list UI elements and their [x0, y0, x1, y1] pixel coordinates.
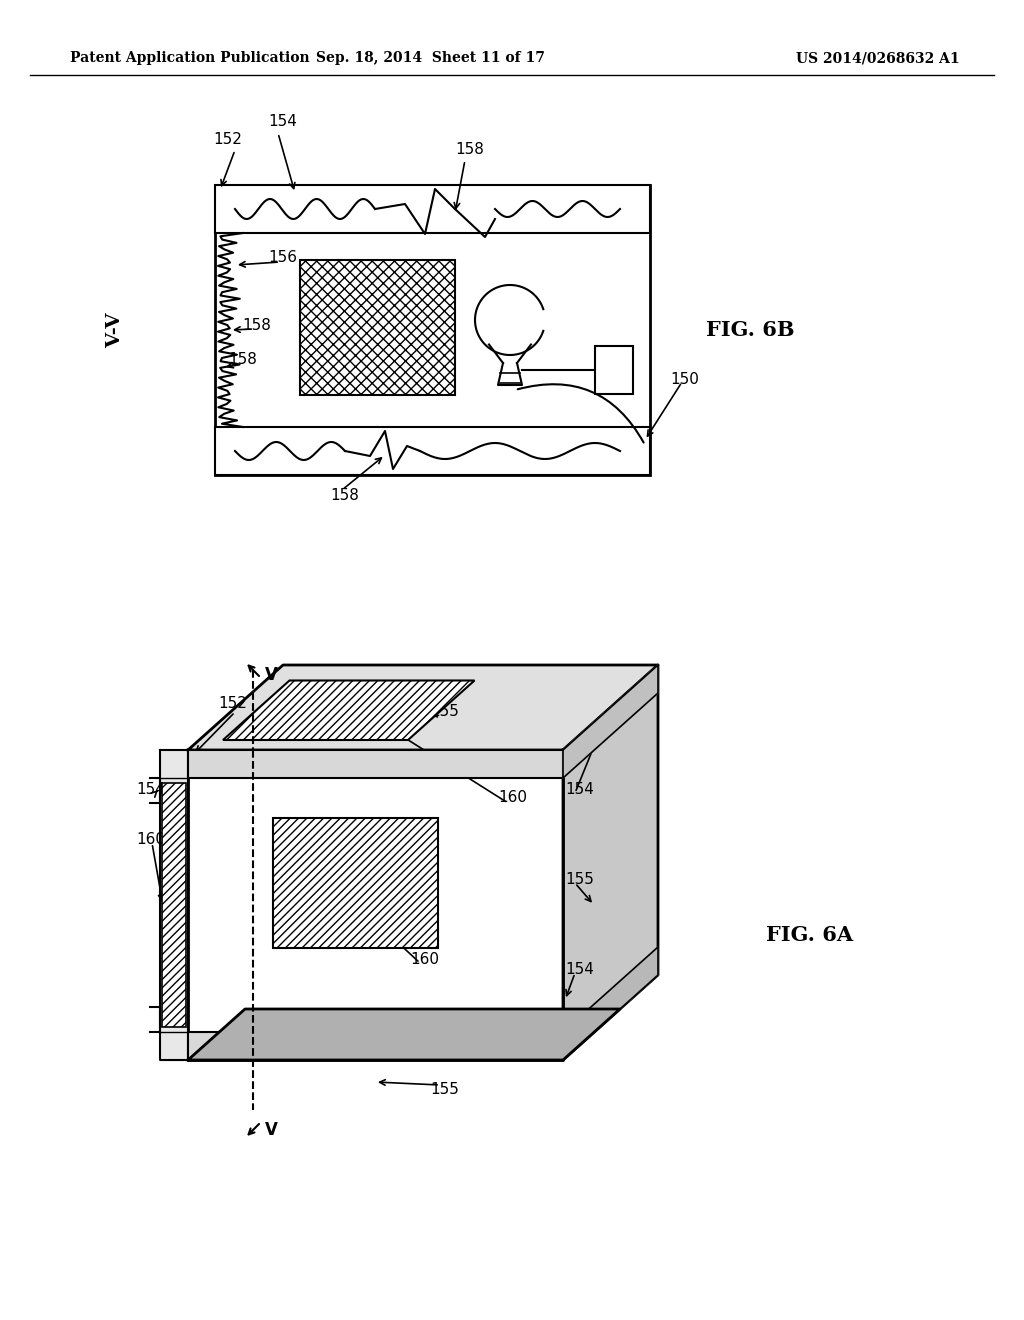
Text: 155: 155	[430, 705, 459, 719]
Bar	[215, 426, 650, 475]
Polygon shape	[223, 681, 474, 741]
Text: 160: 160	[498, 791, 527, 805]
Text: V-V: V-V	[106, 313, 124, 347]
Text: FIG. 6A: FIG. 6A	[766, 925, 854, 945]
Text: V: V	[265, 1121, 278, 1139]
Bar	[188, 1032, 563, 1060]
Text: 150: 150	[670, 372, 698, 388]
Bar	[215, 185, 650, 234]
Text: 155: 155	[565, 873, 594, 887]
Bar	[188, 750, 563, 777]
Bar	[595, 346, 633, 393]
Text: FIG. 6B: FIG. 6B	[706, 319, 795, 341]
Text: US 2014/0268632 A1: US 2014/0268632 A1	[797, 51, 961, 65]
Text: 158: 158	[242, 318, 271, 333]
Polygon shape	[160, 750, 188, 1060]
Text: 154: 154	[565, 783, 594, 797]
Polygon shape	[188, 1008, 620, 1060]
Text: 158: 158	[330, 487, 358, 503]
Polygon shape	[188, 750, 563, 1060]
Text: 158: 158	[455, 143, 484, 157]
Bar	[300, 260, 455, 395]
Text: 154: 154	[268, 115, 297, 129]
Text: 154: 154	[565, 962, 594, 978]
Text: 160: 160	[136, 833, 165, 847]
Bar	[162, 783, 186, 1027]
Polygon shape	[563, 946, 658, 1060]
Text: 160: 160	[410, 953, 439, 968]
Text: 158: 158	[228, 352, 257, 367]
Polygon shape	[563, 665, 658, 1060]
Text: Sep. 18, 2014  Sheet 11 of 17: Sep. 18, 2014 Sheet 11 of 17	[315, 51, 545, 65]
Text: 155: 155	[430, 1082, 459, 1097]
Polygon shape	[563, 665, 658, 777]
Text: V: V	[265, 667, 278, 684]
Text: 156: 156	[268, 251, 297, 265]
Text: 154: 154	[136, 783, 165, 797]
Bar	[215, 185, 650, 475]
Polygon shape	[188, 665, 658, 750]
Bar	[273, 818, 438, 948]
Text: Patent Application Publication: Patent Application Publication	[70, 51, 309, 65]
Text: 152: 152	[213, 132, 242, 148]
Text: 152: 152	[218, 696, 247, 710]
